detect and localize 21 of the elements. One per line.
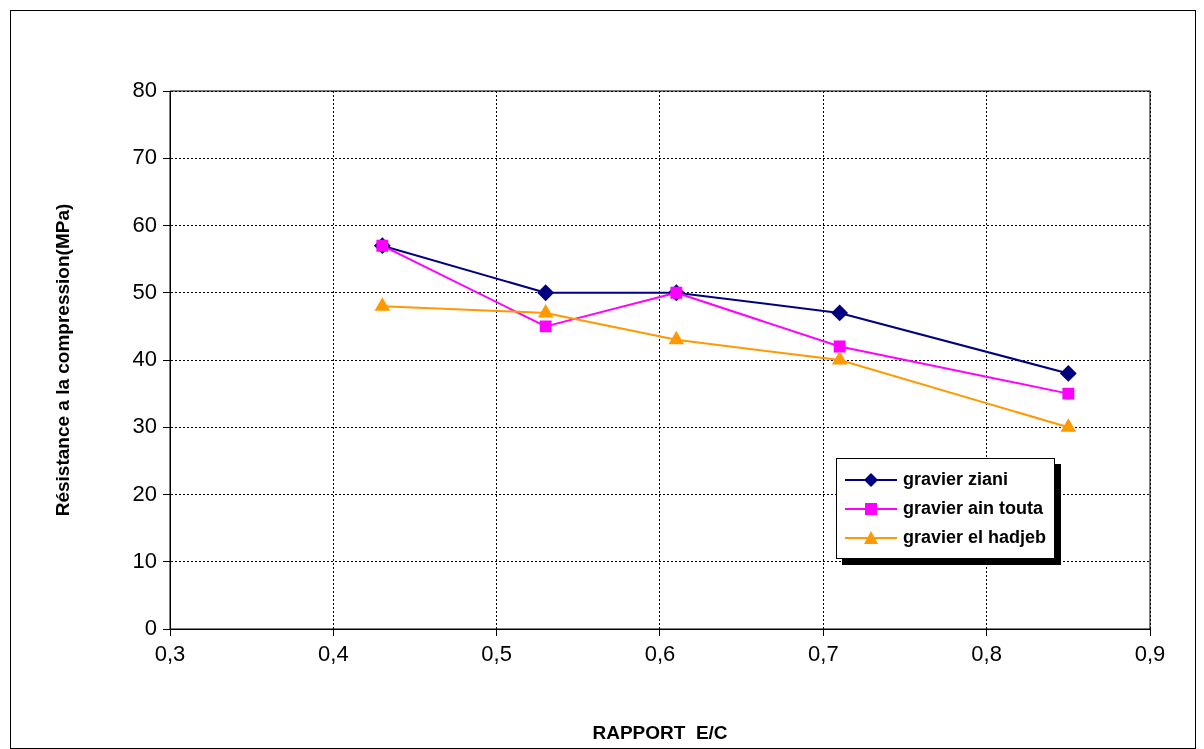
x-tick-label: 0,7	[808, 641, 839, 667]
legend-label: gravier el hadjeb	[903, 527, 1047, 548]
x-tick-label: 0,5	[481, 641, 512, 667]
x-axis-title: RAPPORT E/C	[592, 721, 728, 743]
x-tick-label: 0,9	[1134, 641, 1166, 667]
x-tick-label: 0,8	[971, 641, 1002, 667]
y-axis-title: Résistance a la compression(MPa)	[51, 203, 73, 517]
y-tick-label: 80	[132, 77, 157, 103]
y-tick-label: 40	[132, 346, 157, 372]
x-tick-label: 0,3	[154, 641, 186, 667]
y-tick-label: 0	[144, 615, 157, 641]
legend-label: gravier ziani	[903, 469, 1009, 490]
x-tick-label: 0,6	[644, 641, 676, 667]
legend-label: gravier ain touta	[903, 498, 1044, 519]
y-tick-label: 50	[132, 278, 157, 304]
y-tick-label: 30	[132, 413, 157, 439]
y-tick-label: 60	[132, 211, 157, 237]
y-tick-label: 20	[132, 480, 157, 506]
y-tick-label: 70	[132, 144, 157, 170]
x-tick-label: 0,4	[318, 641, 349, 667]
y-tick-label: 10	[132, 547, 157, 573]
